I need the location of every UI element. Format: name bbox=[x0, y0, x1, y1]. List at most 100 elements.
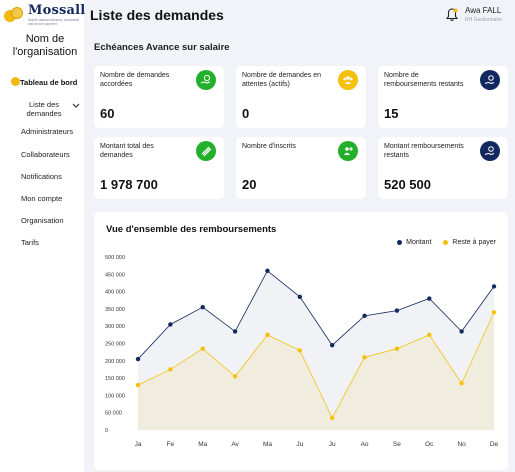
bell-icon[interactable] bbox=[445, 8, 459, 22]
data-point[interactable] bbox=[329, 415, 335, 421]
legend-item-montant[interactable]: Montant bbox=[397, 239, 431, 246]
logo[interactable]: Mossall Mobile salaried advance, Accessi… bbox=[4, 4, 85, 26]
sidebar-item-collaborators[interactable]: Collaborateurs bbox=[21, 150, 84, 159]
x-tick-label: De bbox=[490, 441, 499, 448]
data-point[interactable] bbox=[200, 346, 205, 351]
chevron-down-icon[interactable] bbox=[72, 102, 80, 111]
data-point[interactable] bbox=[232, 329, 238, 334]
data-point[interactable] bbox=[394, 346, 400, 351]
stat-label: Nombre de demandes en attentes (actifs) bbox=[242, 72, 321, 88]
data-point[interactable] bbox=[329, 343, 335, 348]
x-tick-label: Av bbox=[231, 441, 239, 448]
data-point[interactable] bbox=[394, 308, 400, 313]
y-tick-label: 300 000 bbox=[105, 324, 125, 330]
legend-dot bbox=[397, 240, 403, 245]
y-tick-label: 100 000 bbox=[105, 393, 125, 399]
data-point[interactable] bbox=[232, 374, 238, 379]
y-tick-label: 250 000 bbox=[105, 342, 125, 348]
sidebar-item-dashboard[interactable]: Tableau de bord bbox=[0, 74, 84, 90]
sidebar-item-label: Tarifs bbox=[21, 238, 39, 247]
data-point[interactable] bbox=[265, 268, 270, 274]
y-tick-label: 400 000 bbox=[105, 290, 125, 296]
stat-label: Nombre d'inscrits bbox=[242, 143, 296, 150]
stat-card-remaining-amount: Montant remboursements restants 520 500 bbox=[378, 137, 508, 199]
x-tick-label: Ao bbox=[361, 441, 369, 448]
x-tick-label: No bbox=[457, 441, 466, 448]
data-point[interactable] bbox=[135, 382, 141, 388]
data-point[interactable] bbox=[135, 356, 141, 362]
stat-label: Montant total des demandes bbox=[100, 143, 154, 159]
money-hand-icon bbox=[196, 70, 216, 90]
sidebar-item-label: Liste des demandes bbox=[26, 100, 62, 118]
hand-coin-icon bbox=[480, 141, 500, 161]
stat-value: 0 bbox=[242, 106, 250, 121]
dashboard-icon bbox=[11, 77, 20, 86]
x-tick-label: Ma bbox=[263, 441, 272, 448]
legend-item-reste[interactable]: Reste à payer bbox=[443, 239, 496, 246]
stat-value: 60 bbox=[100, 106, 115, 121]
sidebar-item-label: Mon compte bbox=[21, 194, 63, 203]
y-tick-label: 50 000 bbox=[105, 411, 122, 417]
stat-value: 15 bbox=[384, 106, 399, 121]
sidebar-item-label: Organisation bbox=[21, 216, 64, 225]
data-point[interactable] bbox=[265, 332, 270, 338]
sidebar-item-label: Notifications bbox=[21, 172, 62, 181]
data-point[interactable] bbox=[168, 322, 173, 327]
data-point[interactable] bbox=[491, 310, 497, 315]
data-point[interactable] bbox=[297, 294, 303, 299]
stat-label: Nombre de remboursements restants bbox=[384, 72, 464, 88]
x-tick-label: Ju bbox=[329, 441, 336, 448]
page-title: Liste des demandes bbox=[90, 7, 224, 23]
legend-dot bbox=[443, 240, 449, 245]
x-tick-label: Ma bbox=[198, 441, 207, 448]
stat-card-granted-requests: Nombre de demandes accordées 60 bbox=[94, 66, 224, 128]
y-tick-label: 0 bbox=[105, 428, 108, 434]
sidebar-item-tarifs[interactable]: Tarifs bbox=[21, 238, 84, 247]
data-point[interactable] bbox=[491, 284, 497, 289]
data-point[interactable] bbox=[459, 329, 464, 334]
x-tick-label: Ju bbox=[296, 441, 303, 448]
y-tick-label: 500 000 bbox=[105, 255, 125, 261]
chart-title: Vue d'ensemble des remboursements bbox=[106, 224, 277, 235]
data-point[interactable] bbox=[427, 332, 432, 338]
users-add-icon bbox=[338, 141, 358, 161]
stat-value: 520 500 bbox=[384, 177, 431, 192]
stat-card-pending-requests: Nombre de demandes en attentes (actifs) … bbox=[236, 66, 366, 128]
sidebar-item-label: Collaborateurs bbox=[21, 150, 70, 159]
x-tick-label: Fe bbox=[167, 441, 175, 448]
hand-coin-icon bbox=[480, 70, 500, 90]
data-point[interactable] bbox=[362, 313, 367, 319]
stat-card-remaining-repayments: Nombre de remboursements restants 15 bbox=[378, 66, 508, 128]
data-point[interactable] bbox=[168, 367, 173, 372]
y-tick-label: 350 000 bbox=[105, 307, 125, 313]
user-role: RH Gestionnaire bbox=[465, 17, 502, 23]
stat-value: 20 bbox=[242, 177, 257, 192]
y-tick-label: 150 000 bbox=[105, 376, 125, 382]
data-point[interactable] bbox=[200, 304, 205, 310]
data-point[interactable] bbox=[297, 348, 303, 353]
stat-label: Nombre de demandes accordées bbox=[100, 72, 170, 88]
x-tick-label: Se bbox=[393, 441, 401, 448]
brand-name: Mossall bbox=[28, 3, 86, 18]
sidebar-item-requests[interactable]: Liste des demandes bbox=[22, 100, 66, 118]
series-area bbox=[138, 312, 494, 430]
data-point[interactable] bbox=[459, 381, 464, 386]
chart-legend: Montant Reste à payer bbox=[385, 239, 496, 246]
money-bills-icon bbox=[196, 141, 216, 161]
legend-label: Reste à payer bbox=[452, 239, 496, 246]
brand-tagline: Mobile salaried advance, Accessible and … bbox=[28, 18, 80, 26]
data-point[interactable] bbox=[427, 296, 432, 301]
sidebar-item-organization[interactable]: Organisation bbox=[21, 216, 84, 225]
user-name[interactable]: Awa FALL bbox=[465, 6, 502, 15]
people-icon bbox=[338, 70, 358, 90]
stat-card-total-amount: Montant total des demandes 1 978 700 bbox=[94, 137, 224, 199]
sidebar-item-notifications[interactable]: Notifications bbox=[21, 172, 84, 181]
series-line bbox=[137, 312, 495, 419]
data-point[interactable] bbox=[362, 355, 367, 360]
sidebar: Mossall Mobile salaried advance, Accessi… bbox=[0, 0, 85, 472]
series-area bbox=[138, 270, 494, 430]
sidebar-item-administrators[interactable]: Administrateurs bbox=[21, 127, 73, 136]
sidebar-item-account[interactable]: Mon compte bbox=[21, 194, 84, 203]
stat-label: Montant remboursements restants bbox=[384, 143, 464, 159]
repayments-chart: 500 000 450 000 400 000 350 000 300 000 250 0… bbox=[105, 255, 499, 448]
